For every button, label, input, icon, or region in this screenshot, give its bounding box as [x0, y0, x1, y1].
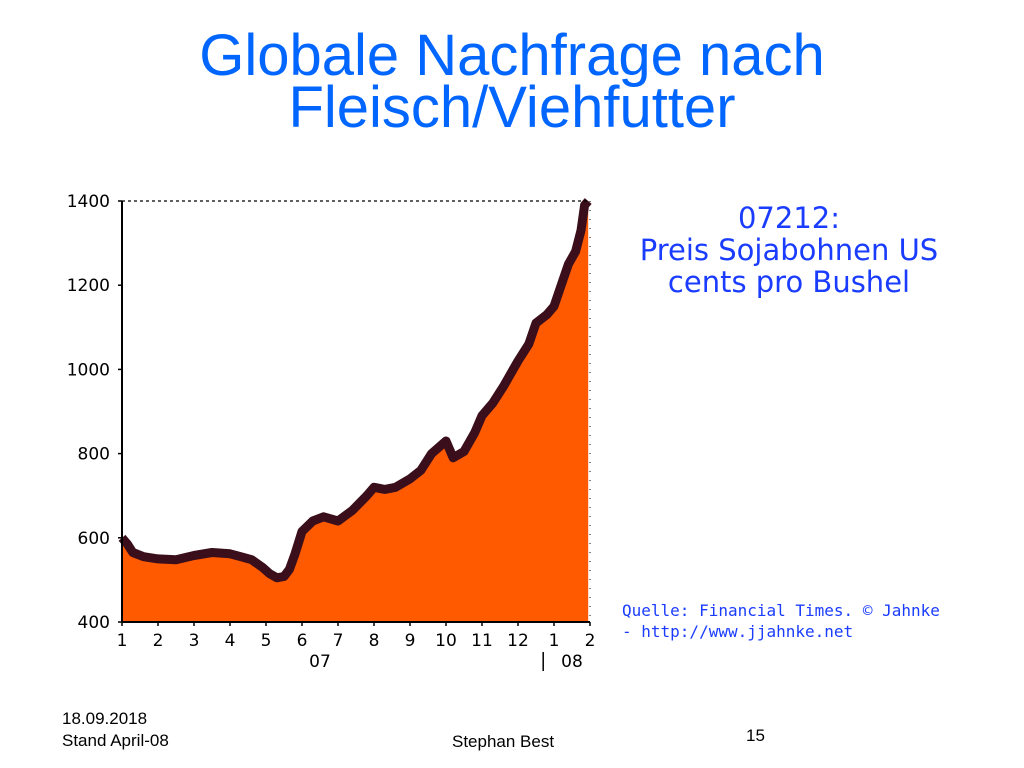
- year-label: 07: [309, 652, 331, 672]
- footer-date: 18.09.2018: [62, 709, 148, 728]
- x-tick-label: 4: [225, 631, 236, 651]
- slide-title: Globale Nachfrage nach Fleisch/Viehfutte…: [0, 23, 1024, 140]
- x-tick-label: 2: [153, 631, 164, 651]
- chart-source-line-2: - http://www.jjahnke.net: [622, 622, 854, 641]
- y-tick-label: 1000: [67, 360, 110, 380]
- x-tick-label: 11: [471, 631, 493, 651]
- y-tick-label: 1200: [67, 276, 110, 296]
- chart-title-line-2: Preis Sojabohnen US: [639, 233, 939, 267]
- x-tick-label: 2: [585, 631, 596, 651]
- x-tick-label: 3: [189, 631, 200, 651]
- footer-author: Stephan Best: [452, 732, 555, 751]
- year-label: 08: [561, 652, 583, 672]
- y-tick-label: 400: [78, 613, 110, 633]
- slide-title-line-2: Fleisch/Viehfutter: [288, 75, 736, 140]
- y-tick-label: 1400: [67, 192, 110, 212]
- price-line: [118, 198, 592, 583]
- x-tick-label: 12: [507, 631, 529, 651]
- y-tick-label: 800: [78, 445, 110, 465]
- x-tick-label: 5: [261, 631, 272, 651]
- x-tick-label: 10: [435, 631, 457, 651]
- x-tick-label: 7: [333, 631, 344, 651]
- slide-title-line-1: Globale Nachfrage nach: [199, 23, 825, 88]
- price-area: [122, 201, 589, 622]
- chart-source-note: Quelle: Financial Times. © Jahnke - http…: [622, 600, 982, 642]
- footer-status: Stand April-08: [62, 731, 169, 750]
- x-tick-label: 1: [549, 631, 560, 651]
- chart-title-line-1: 07212:: [737, 201, 841, 235]
- page-number: 15: [746, 726, 765, 745]
- y-tick-label: 600: [78, 529, 110, 549]
- x-tick-label: 1: [117, 631, 128, 651]
- chart-title: 07212: Preis Sojabohnen US cents pro Bus…: [604, 202, 974, 298]
- x-tick-label: 9: [405, 631, 416, 651]
- footer-date-block: 18.09.2018 Stand April-08: [62, 708, 169, 752]
- x-tick-label: 8: [369, 631, 380, 651]
- x-tick-label: 6: [297, 631, 308, 651]
- chart-title-line-3: cents pro Bushel: [667, 265, 911, 299]
- chart-source-line-1: Quelle: Financial Times. © Jahnke: [622, 601, 940, 620]
